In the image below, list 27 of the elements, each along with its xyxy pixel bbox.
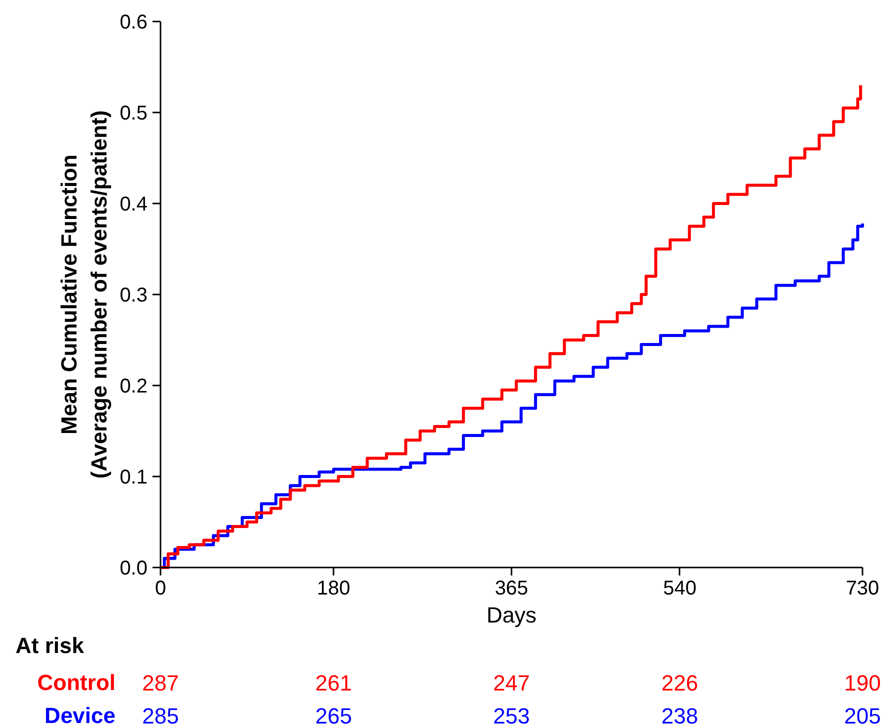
text: 190 [844,670,881,696]
text: 253 [493,704,530,728]
y-tick-label: 0.0 [120,558,148,580]
y-tick-label: 0.3 [120,284,148,306]
x-tick-label: 730 [846,578,880,600]
y-tick-label: 0.4 [120,194,148,216]
text: 226 [661,670,698,696]
x-tick-label: 0 [154,578,166,600]
x-tick-label: 365 [494,578,528,600]
text: 261 [315,670,352,696]
text: 238 [661,704,698,728]
text: 287 [142,670,179,696]
y-tick-label: 0.5 [120,102,148,124]
x-axis-title: Days [486,602,537,628]
text: 205 [844,704,881,728]
y-tick-label: 0.2 [120,376,148,398]
text: 265 [315,704,352,728]
text: Control [37,670,116,695]
text: At risk [16,633,85,658]
y-tick-label: 0.6 [120,12,148,34]
x-tick-label: 180 [316,578,350,600]
text: 285 [142,704,179,728]
y-axis-title: Mean Cumulative Function (Average number of events/patient) [56,110,112,479]
y-tick-label: 0.1 [120,466,148,488]
text: Device [44,703,116,728]
text: 247 [493,670,530,696]
x-tick-label: 540 [663,578,696,600]
